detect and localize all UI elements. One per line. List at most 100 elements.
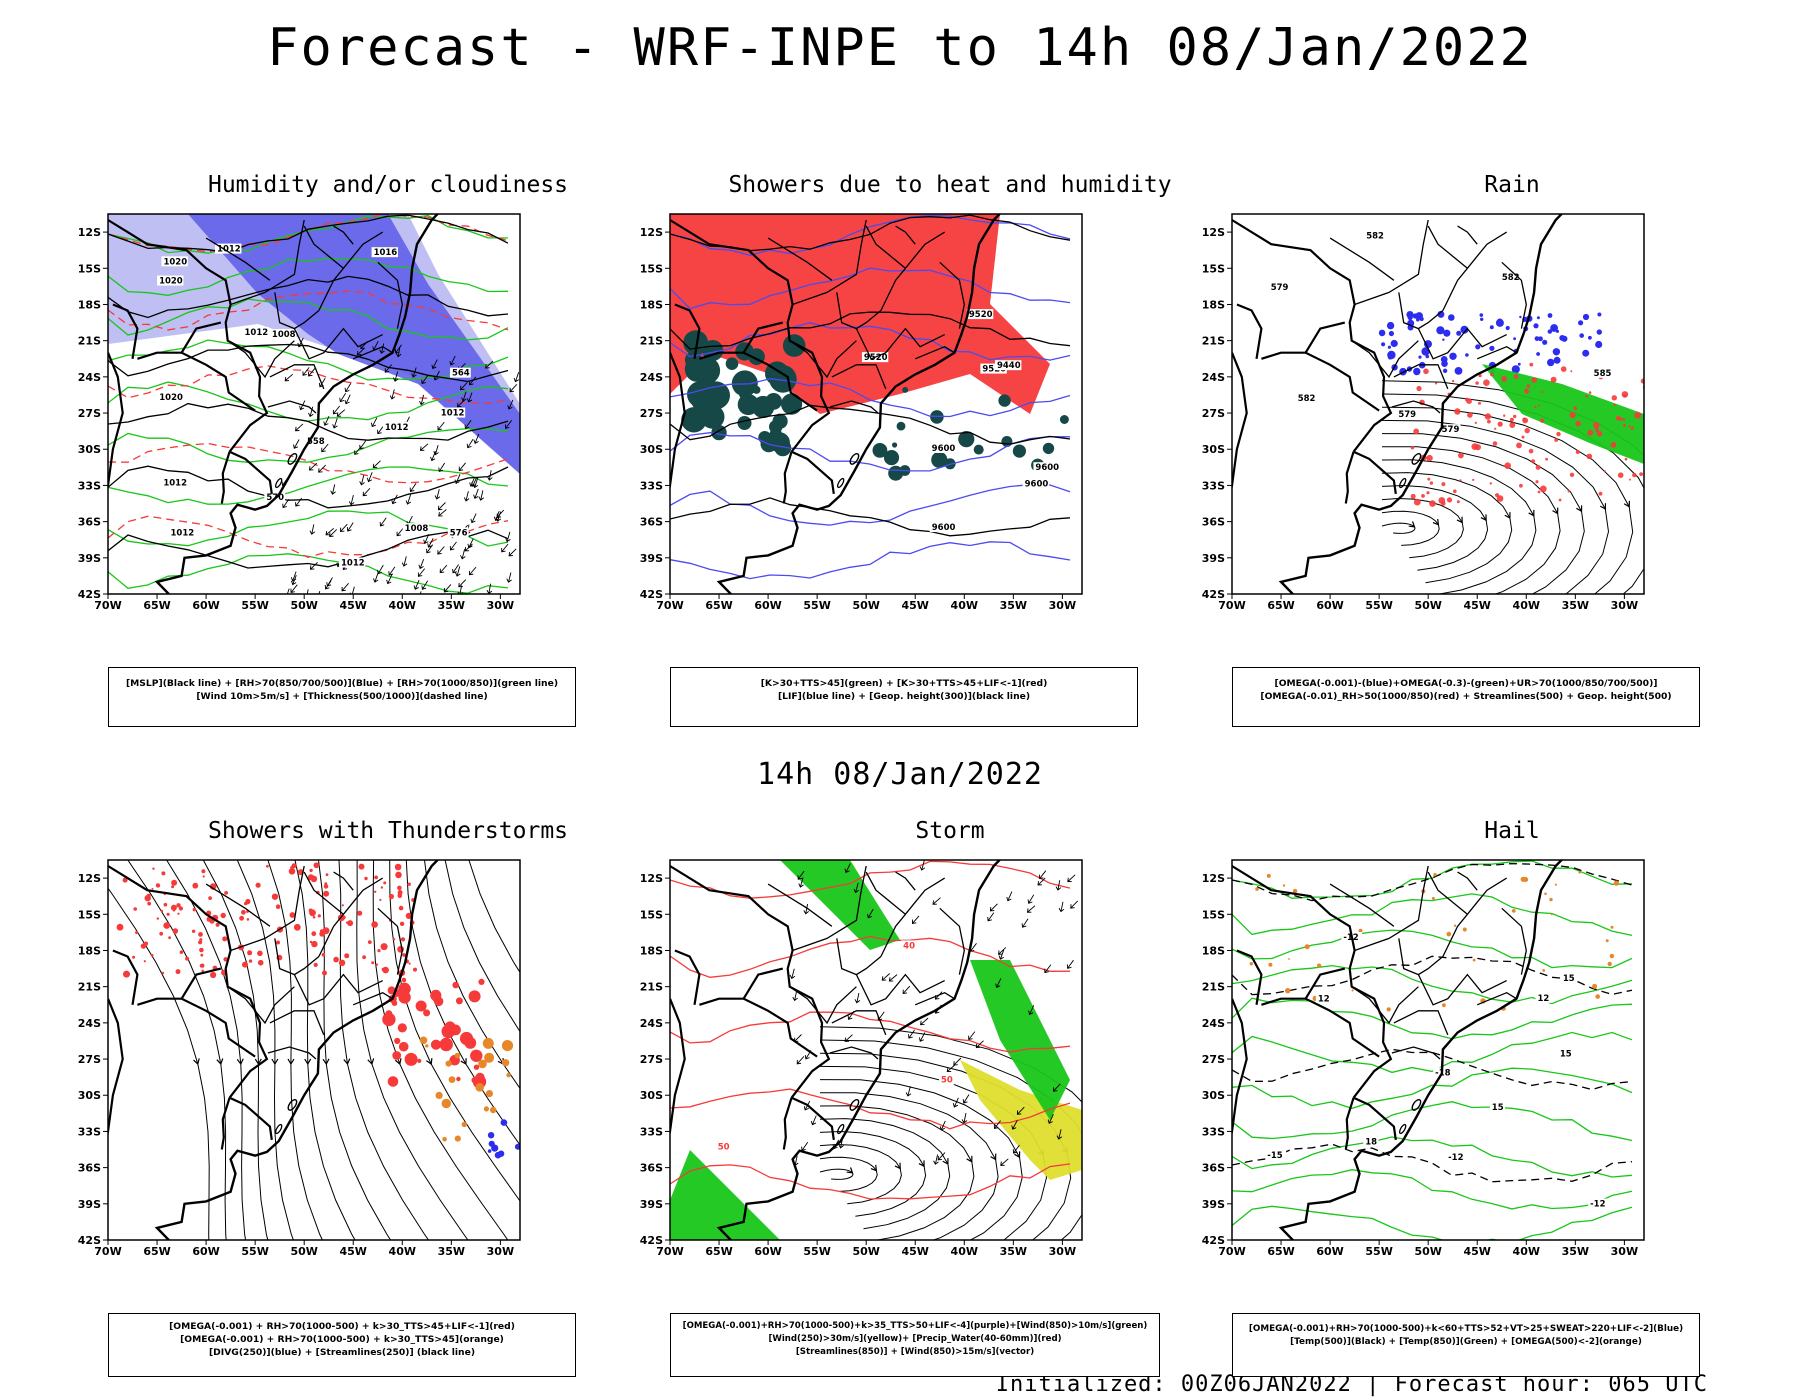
omega-red-area — [1456, 500, 1460, 504]
contour-label: -12 — [1590, 1200, 1605, 1210]
map-rain: 582 582 585 579 579 582 579 12S 15S 18S 21S 24S 27S 3… — [1202, 213, 1645, 612]
state-border — [274, 938, 320, 976]
panel-humidity: Humidity and/or cloudiness 1012 1012 1012 1… — [78, 172, 668, 732]
lon-label: 65W — [705, 599, 732, 612]
temp850-contour — [1232, 1031, 1633, 1074]
wind-vector — [389, 389, 396, 400]
state-border — [269, 1010, 325, 1036]
wind-vector — [370, 417, 378, 428]
state-border — [1354, 219, 1429, 306]
omega500-orange-area — [1358, 928, 1363, 933]
thunderstorm-red-area — [208, 896, 212, 900]
lon-label: 45W — [340, 599, 367, 612]
thunderstorm-red-area — [394, 1037, 401, 1044]
lagoon — [836, 1123, 845, 1135]
wind-vector — [366, 472, 373, 483]
streamline-arrow — [918, 1160, 925, 1168]
state-border — [333, 871, 354, 891]
thunderstorm-red-area — [191, 929, 196, 933]
omega-red-area — [1531, 459, 1536, 464]
contour-label: 9520 — [864, 353, 888, 363]
omega-red-area — [1478, 374, 1482, 378]
wind-vector — [962, 1094, 970, 1104]
thunderstorm-red-area — [374, 890, 377, 893]
lat-label: 30S — [640, 1089, 663, 1102]
state-border — [1457, 871, 1478, 891]
thunderstorm-red-area — [311, 931, 317, 937]
lat-label: 42S — [78, 588, 101, 601]
omega-red-area — [1556, 431, 1561, 437]
thunderstorm-red-area — [323, 884, 329, 889]
state-border — [939, 261, 965, 329]
omega-red-area — [1570, 370, 1573, 373]
omega-red-area — [1554, 438, 1559, 442]
streamline-arrow — [287, 1058, 295, 1066]
temp850-contour — [1232, 1169, 1633, 1210]
thunderstorm-red-area — [198, 932, 203, 937]
omega-red-area — [1569, 412, 1576, 419]
omega-blue-area — [1588, 335, 1592, 340]
omega-red-area — [1615, 416, 1621, 421]
lat-label: 18S — [78, 298, 101, 311]
omega-red-area — [1426, 491, 1430, 495]
omega-blue-area — [1454, 367, 1463, 375]
omega-red-area — [1429, 500, 1436, 507]
lon-label: 35W — [438, 1245, 465, 1258]
omega-blue-area — [1534, 336, 1540, 341]
thunderstorm-red-area — [441, 1024, 456, 1039]
unstable-green-area — [872, 443, 888, 458]
unstable-green-area — [883, 450, 900, 466]
thunderstorm-orange-area — [445, 1060, 452, 1067]
wind-vector — [466, 438, 474, 449]
omega-blue-area — [1390, 339, 1398, 348]
thunderstorm-red-area — [395, 871, 402, 879]
omega-red-area — [1573, 406, 1578, 411]
omega-blue-area — [1542, 339, 1548, 345]
streamline-arrow — [216, 1058, 224, 1066]
thunderstorm-red-area — [322, 970, 327, 976]
thunderstorm-red-area — [222, 936, 228, 942]
omega-red-area — [1504, 462, 1511, 469]
thunderstorm-red-area — [150, 953, 154, 957]
legend-box: [K>30+TTS>45](green) + [K>30+TTS>45+LIF<… — [670, 667, 1138, 727]
lat-label: 33S — [640, 479, 663, 492]
thunderstorm-red-area — [392, 1051, 402, 1060]
wind-vector — [460, 548, 466, 560]
temp850-contour — [1232, 893, 1633, 937]
wind-vector — [433, 444, 439, 456]
wind-vector — [998, 949, 1005, 960]
coastline — [154, 214, 440, 594]
wind-vector — [797, 870, 805, 880]
streamline-arrow — [1014, 1151, 1021, 1159]
contour-label: 1012 — [170, 528, 194, 538]
wind-vector — [308, 406, 314, 418]
state-border — [831, 1010, 887, 1036]
wind-vector — [1067, 874, 1076, 883]
omega-red-area — [1634, 411, 1642, 419]
wind-vector — [401, 556, 408, 567]
map-humidity: 1012 1012 1012 1012 1008 1008 1012 1016 1012 1012… — [78, 213, 521, 612]
contour-label-bg — [371, 247, 398, 258]
omega-red-area — [1622, 423, 1626, 427]
omega-blue-area — [1418, 355, 1422, 359]
contour-label: 1012 — [385, 423, 409, 433]
map-inner: 582 582 585 579 579 582 579 — [1232, 214, 1644, 594]
wind-vector — [468, 566, 477, 576]
contour-label: 40 — [903, 941, 915, 951]
geopotential-contour — [670, 404, 1071, 445]
wind-vector — [993, 1120, 1001, 1130]
state-border — [205, 237, 271, 281]
omega-red-area — [1413, 428, 1420, 435]
wind-vector — [421, 580, 429, 590]
wind-vector — [392, 371, 399, 382]
wind-vector — [504, 420, 513, 429]
lon-label: 60W — [754, 599, 781, 612]
temp500-contour — [1232, 862, 1633, 902]
state-border — [1442, 231, 1508, 311]
omega-blue-area — [1547, 313, 1553, 318]
state-border — [352, 345, 393, 360]
contour-label: 1020 — [163, 257, 187, 267]
contour-label-bg — [1268, 281, 1290, 292]
lon-label: 30W — [487, 1245, 514, 1258]
lon-label: 40W — [951, 599, 978, 612]
